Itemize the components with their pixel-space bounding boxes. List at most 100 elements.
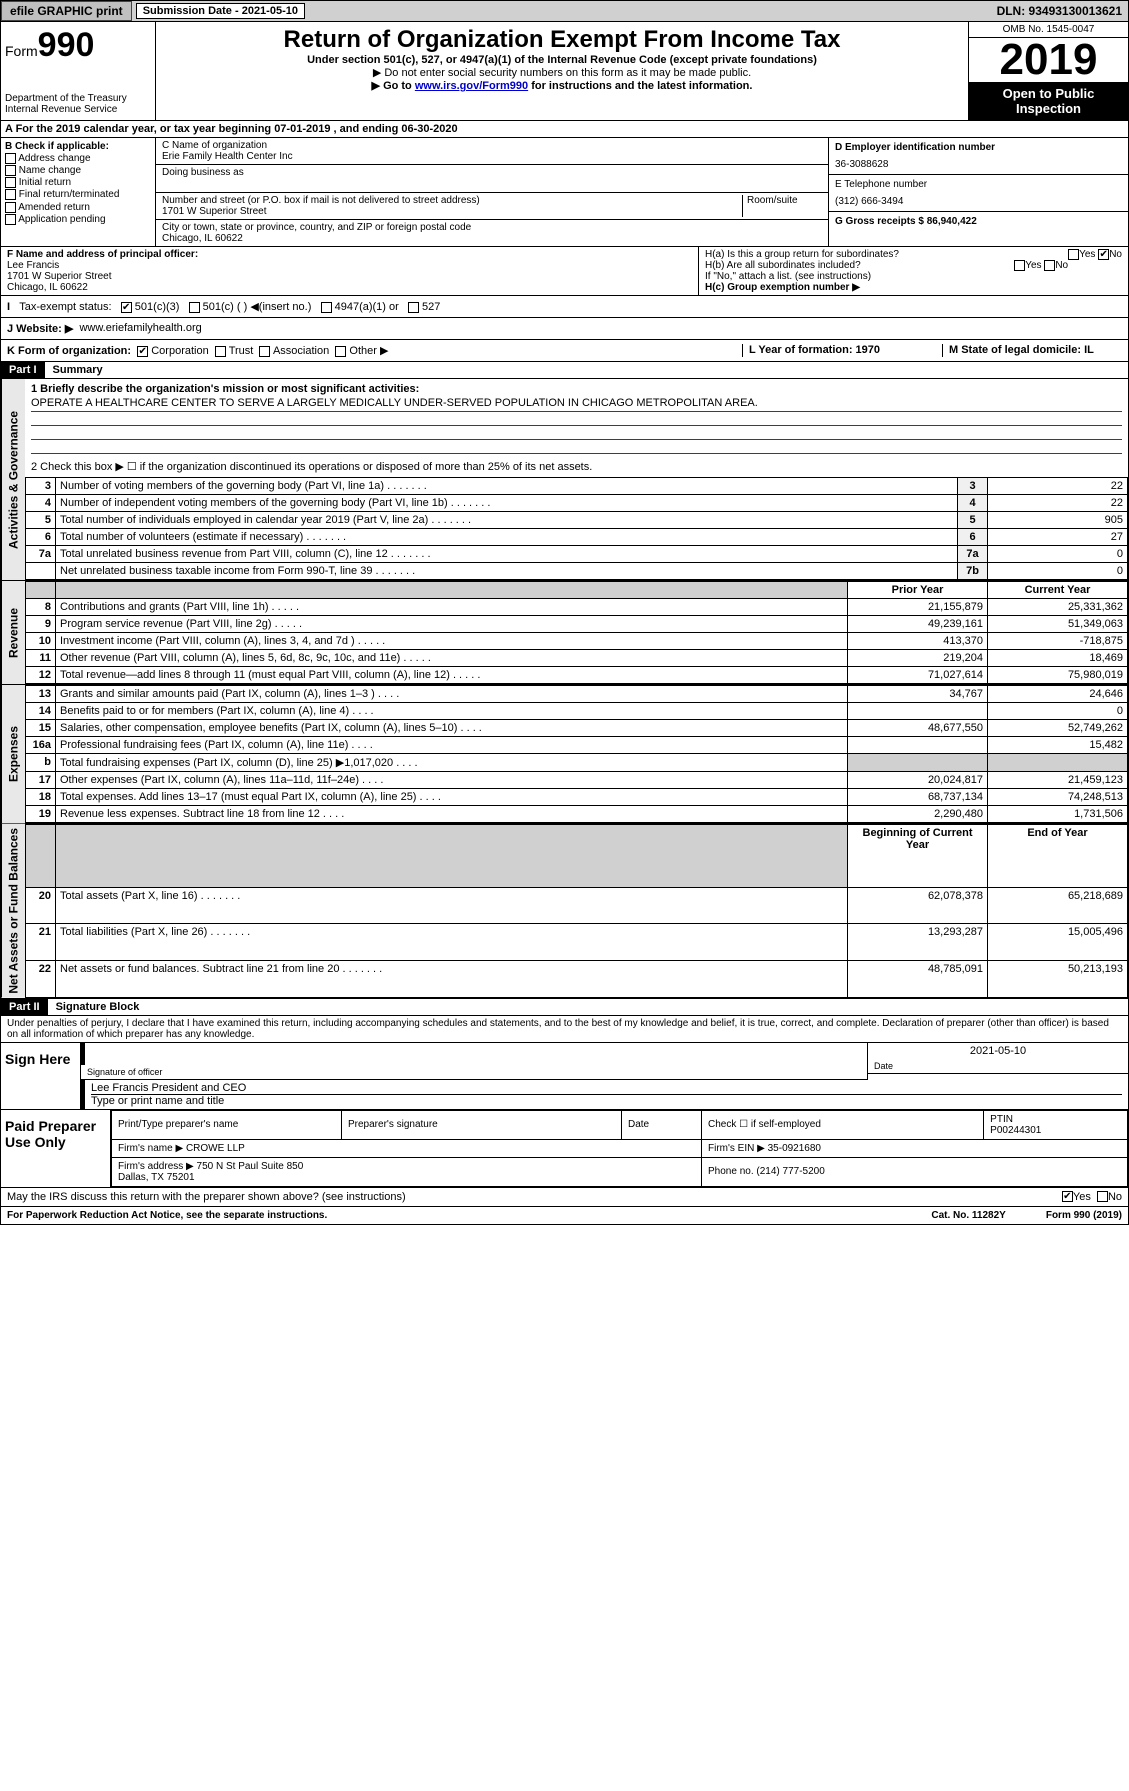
col-de: D Employer identification number 36-30886… [828, 138, 1128, 246]
open-public-badge: Open to Public Inspection [969, 82, 1128, 120]
form-label: Form [5, 43, 38, 59]
goto-pre: ▶ Go to [372, 80, 415, 92]
chk-initial-return[interactable] [5, 177, 16, 188]
chk-discuss-yes[interactable]: ✔ [1062, 1191, 1073, 1202]
opt-4947: 4947(a)(1) or [335, 301, 399, 313]
phone-label: Phone no. [708, 1166, 754, 1177]
perjury-declaration: Under penalties of perjury, I declare th… [0, 1016, 1129, 1043]
irs-link[interactable]: www.irs.gov/Form990 [415, 80, 528, 92]
tab-revenue: Revenue [1, 581, 25, 684]
tax-exempt-label: Tax-exempt status: [19, 301, 111, 313]
ein-label: D Employer identification number [835, 142, 995, 153]
chk-ha-yes[interactable] [1068, 249, 1079, 260]
chk-assoc[interactable] [259, 346, 270, 357]
discuss-label: May the IRS discuss this return with the… [7, 1191, 406, 1203]
tab-net-assets: Net Assets or Fund Balances [1, 824, 25, 998]
lbl-initial-return: Initial return [19, 177, 71, 188]
officer-name: Lee Francis [7, 260, 692, 271]
chk-4947[interactable] [321, 302, 332, 313]
h-c-label: H(c) Group exemption number ▶ [705, 282, 860, 293]
chk-discuss-no[interactable] [1097, 1191, 1108, 1202]
opt-527: 527 [422, 301, 440, 313]
chk-final-return[interactable] [5, 189, 16, 200]
state-domicile: M State of legal domicile: IL [942, 344, 1122, 357]
col-b-checkboxes: B Check if applicable: Address change Na… [1, 138, 156, 246]
header-right: OMB No. 1545-0047 2019 Open to Public In… [968, 22, 1128, 120]
phone-value: (214) 777-5200 [756, 1166, 824, 1177]
efile-print-button[interactable]: efile GRAPHIC print [1, 1, 132, 21]
signature-block: Sign Here Signature of officer 2021-05-1… [0, 1043, 1129, 1110]
part1-expenses: Expenses 13Grants and similar amounts pa… [0, 685, 1129, 824]
chk-ha-no[interactable]: ✔ [1098, 249, 1109, 260]
opt-trust: Trust [229, 345, 254, 357]
ptin-label: PTIN [990, 1114, 1013, 1125]
form-header: Form990 Department of the Treasury Inter… [0, 22, 1129, 121]
type-name-label: Type or print name and title [91, 1095, 1122, 1107]
tel-label: E Telephone number [835, 179, 927, 190]
tab-expenses: Expenses [1, 685, 25, 823]
form-org-label: K Form of organization: [7, 345, 131, 357]
col-h-group: H(a) Is this a group return for subordin… [698, 247, 1128, 295]
part2-header: Part II Signature Block [0, 999, 1129, 1016]
prep-name-label: Print/Type preparer's name [112, 1110, 342, 1139]
lbl-name-change: Name change [19, 165, 81, 176]
chk-501c[interactable] [189, 302, 200, 313]
lbl-address-change: Address change [18, 153, 90, 164]
part1-body: Activities & Governance 1 Briefly descri… [0, 379, 1129, 581]
ein-value: 36-3088628 [835, 159, 1122, 170]
paid-preparer-label: Paid Preparer Use Only [1, 1110, 111, 1187]
addr-label: Number and street (or P.O. box if mail i… [162, 195, 742, 206]
firm-ein-label: Firm's EIN ▶ [708, 1143, 765, 1154]
mission-line2 [31, 412, 1122, 426]
chk-address-change[interactable] [5, 153, 16, 164]
form-ref: Form 990 (2019) [1046, 1210, 1122, 1221]
row-a-tax-year: A For the 2019 calendar year, or tax yea… [0, 121, 1129, 138]
form-number: 990 [38, 26, 95, 64]
chk-trust[interactable] [215, 346, 226, 357]
part1-badge: Part I [1, 362, 45, 378]
tel-value: (312) 666-3494 [835, 196, 1122, 207]
chk-corp[interactable]: ✔ [137, 346, 148, 357]
website-value: www.eriefamilyhealth.org [79, 322, 201, 335]
mission-text: OPERATE A HEALTHCARE CENTER TO SERVE A L… [31, 395, 1122, 412]
cat-number: Cat. No. 11282Y [931, 1210, 1005, 1221]
opt-corp: Corporation [151, 345, 208, 357]
officer-label: F Name and address of principal officer: [7, 249, 198, 260]
chk-hb-yes[interactable] [1014, 260, 1025, 271]
q2-text: 2 Check this box ▶ ☐ if the organization… [31, 460, 1122, 473]
chk-501c3[interactable]: ✔ [121, 302, 132, 313]
room-suite-label: Room/suite [742, 195, 822, 217]
footer: For Paperwork Reduction Act Notice, see … [0, 1207, 1129, 1225]
form-title: Return of Organization Exempt From Incom… [160, 26, 964, 54]
officer-name-title: Lee Francis President and CEO [91, 1082, 1122, 1095]
opt-501c: 501(c) ( ) ◀(insert no.) [203, 301, 312, 313]
chk-hb-no[interactable] [1044, 260, 1055, 271]
street-address: 1701 W Superior Street [162, 206, 742, 217]
header-left: Form990 Department of the Treasury Inter… [1, 22, 156, 120]
row-i-tax-status: I Tax-exempt status: ✔ 501(c)(3) 501(c) … [0, 296, 1129, 318]
firm-addr-label: Firm's address ▶ [118, 1161, 194, 1172]
part2-badge: Part II [1, 999, 48, 1015]
chk-527[interactable] [408, 302, 419, 313]
paid-preparer-table: Print/Type preparer's name Preparer's si… [111, 1110, 1128, 1187]
section-bcd: B Check if applicable: Address change Na… [0, 138, 1129, 247]
table-expenses: 13Grants and similar amounts paid (Part … [25, 685, 1128, 823]
part1-title: Summary [45, 362, 111, 378]
website-label: J Website: ▶ [7, 322, 73, 335]
part1-net: Net Assets or Fund Balances Beginning of… [0, 824, 1129, 999]
firm-ein: 35-0921680 [768, 1143, 821, 1154]
chk-name-change[interactable] [5, 165, 16, 176]
chk-amended[interactable] [5, 202, 16, 213]
pra-notice: For Paperwork Reduction Act Notice, see … [7, 1210, 327, 1221]
lbl-app-pending: Application pending [18, 214, 105, 225]
col-c-org-info: C Name of organizationErie Family Health… [156, 138, 828, 246]
lbl-amended: Amended return [18, 202, 90, 213]
dln-label: DLN: 93493130013621 [997, 4, 1128, 18]
opt-501c3: 501(c)(3) [135, 301, 180, 313]
paid-preparer-block: Paid Preparer Use Only Print/Type prepar… [0, 1110, 1129, 1188]
row-j-website: J Website: ▶ www.eriefamilyhealth.org [0, 318, 1129, 340]
chk-other[interactable] [335, 346, 346, 357]
tax-year: 2019 [969, 38, 1128, 82]
chk-app-pending[interactable] [5, 214, 16, 225]
prep-date-label: Date [622, 1110, 702, 1139]
